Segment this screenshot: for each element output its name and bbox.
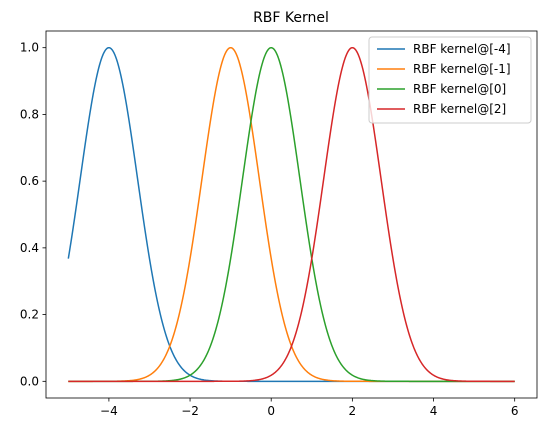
series-line-3: [68, 46, 515, 383]
x-tick-label: 2: [349, 404, 357, 418]
x-tick-label: 6: [511, 404, 519, 418]
x-tick-label: 0: [267, 404, 275, 418]
y-axis: 0.0 0.2 0.4 0.6 0.8 1.0: [20, 41, 46, 388]
legend-label: RBF kernel@[2]: [413, 102, 506, 116]
chart-title: RBF Kernel: [253, 10, 329, 26]
x-axis: −4 −2 0 2 4 6: [100, 398, 519, 418]
series-layer: [67, 46, 515, 383]
legend-label: RBF kernel@[-4]: [413, 42, 511, 56]
y-tick-label: 1.0: [20, 41, 39, 55]
x-tick-label: −2: [181, 404, 199, 418]
y-tick-label: 0.2: [20, 308, 39, 322]
legend-box: [368, 36, 532, 124]
x-tick-label: −4: [100, 404, 118, 418]
x-tick-label: 4: [430, 404, 438, 418]
plot-area: [67, 46, 515, 383]
plot-frame: [45, 30, 538, 399]
y-tick-label: 0.0: [20, 374, 39, 388]
y-tick-label: 0.4: [20, 241, 39, 255]
y-tick-label: 0.8: [20, 107, 39, 121]
legend: RBF kernel@[-4] RBF kernel@[-1] RBF kernel…: [368, 36, 532, 124]
legend-label: RBF kernel@[-1]: [413, 62, 511, 76]
legend-label: RBF kernel@[0]: [413, 82, 506, 96]
y-tick-label: 0.6: [20, 174, 39, 188]
